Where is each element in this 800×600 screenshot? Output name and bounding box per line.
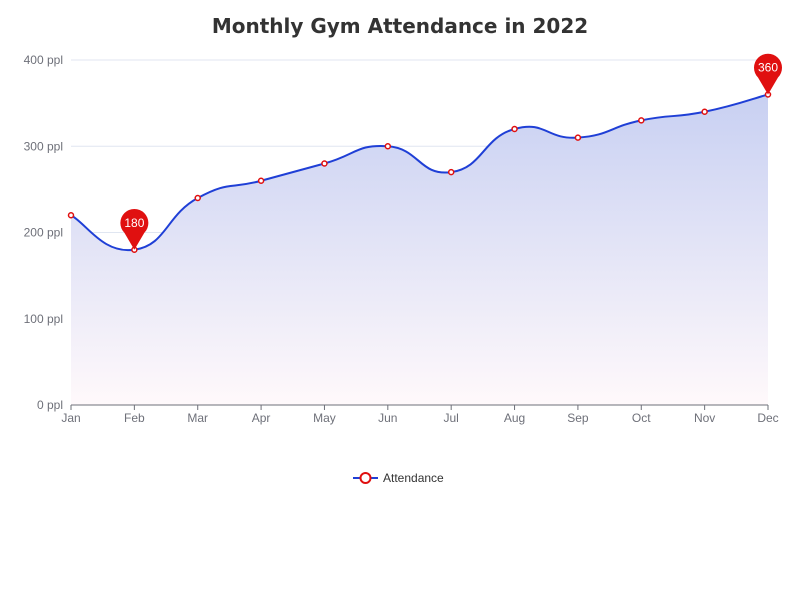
data-point: [69, 213, 74, 218]
y-tick-label: 400 ppl: [24, 53, 63, 67]
max-marker: 360: [754, 54, 782, 95]
marker-label: 360: [758, 61, 778, 75]
min-marker: 180: [120, 209, 148, 250]
data-point: [385, 144, 390, 149]
legend-label: Attendance: [383, 471, 444, 485]
marker-label: 180: [124, 216, 144, 230]
y-tick-label: 0 ppl: [37, 398, 63, 412]
data-point: [702, 109, 707, 114]
x-tick-label: Feb: [124, 411, 145, 425]
data-point: [575, 135, 580, 140]
data-point: [322, 161, 327, 166]
data-point: [259, 178, 264, 183]
data-point: [512, 127, 517, 132]
x-tick-label: Apr: [252, 411, 271, 425]
x-tick-label: Dec: [757, 411, 778, 425]
data-point: [449, 170, 454, 175]
data-point: [639, 118, 644, 123]
x-tick-label: Oct: [632, 411, 651, 425]
x-tick-label: Jul: [444, 411, 459, 425]
x-tick-label: Jun: [378, 411, 397, 425]
x-tick-label: Aug: [504, 411, 525, 425]
y-tick-label: 300 ppl: [24, 139, 63, 153]
x-tick-label: Nov: [694, 411, 715, 425]
area-fill: [71, 95, 768, 406]
legend[interactable]: Attendance: [353, 471, 444, 485]
data-point: [195, 196, 200, 201]
y-tick-label: 100 ppl: [24, 312, 63, 326]
series-area: [71, 95, 768, 406]
y-tick-label: 200 ppl: [24, 226, 63, 240]
x-tick-label: Sep: [567, 411, 589, 425]
legend-marker-icon: [361, 473, 371, 483]
x-tick-label: May: [313, 411, 336, 425]
x-tick-label: Mar: [187, 411, 208, 425]
x-tick-label: Jan: [61, 411, 80, 425]
